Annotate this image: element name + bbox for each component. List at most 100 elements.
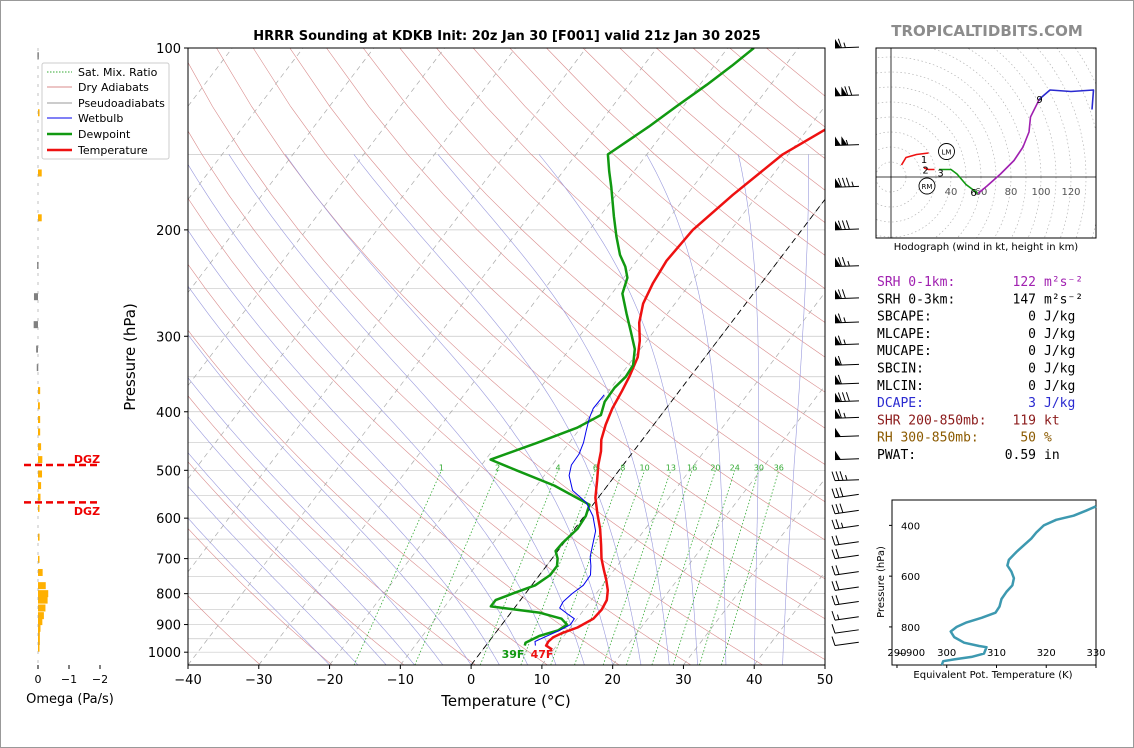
barb-flag: [841, 136, 848, 146]
dry-adiabat-line: [252, 48, 825, 580]
watermark: TROPICALTIDBITS.COM: [891, 22, 1083, 40]
mixing-ratio-line: [720, 470, 780, 665]
stat-value: 0.59: [1005, 448, 1036, 463]
barb-half: [843, 412, 846, 419]
skewt-panel: 1 2 4 6 8 10 13 16 20 24 30 36100200300400500600700…: [41, 42, 834, 710]
stat-label: SRH 0-3km:: [877, 292, 955, 307]
wetbulb-line: [534, 394, 605, 646]
storm-motion-marker: RM: [918, 177, 936, 195]
barb-flag: [835, 39, 841, 48]
hodograph-panel: 40 60 80 100 120 12 3 6 9 LM RM Hodograph (wind i…: [875, 47, 1097, 253]
barb-full: [831, 610, 836, 621]
wind-barb: [831, 519, 859, 530]
stat-unit: J/kg: [1044, 327, 1075, 342]
barb-half: [843, 42, 846, 48]
hodograph-tick-label: 60: [975, 187, 988, 198]
stat-label: SBCIN:: [877, 362, 924, 377]
barb-full: [841, 257, 846, 267]
dry-adiabat-line: [289, 48, 825, 541]
x-tick-label: −10: [387, 673, 414, 688]
isotherm-line: [470, 198, 825, 665]
y-tick-label: 1000: [148, 646, 181, 661]
barb-flag: [835, 375, 841, 385]
barb-full: [837, 38, 842, 48]
legend-box: [41, 62, 170, 160]
mixing-ratio-line: [574, 470, 645, 665]
omega-tick-label: 0: [35, 673, 42, 686]
stat-value: 0: [1028, 362, 1036, 377]
skewt-xlabel: Temperature (°C): [440, 692, 570, 710]
wind-barb: [834, 374, 860, 385]
barb-full: [831, 471, 836, 481]
hodograph-height-label: 6: [970, 188, 976, 199]
stat-unit: m²s⁻²: [1044, 275, 1083, 290]
wind-barb: [834, 408, 860, 419]
barb-full: [845, 220, 850, 230]
omega-bar: [38, 596, 48, 604]
barb-full: [831, 519, 836, 530]
sounding-stats: SRH 0-1km: 122 m²s⁻² SRH 0-3km: 147 m²s⁻² SBCA…: [877, 275, 1083, 463]
hodograph-segment: [939, 168, 979, 195]
mixing-ratio-label: 6: [593, 463, 598, 472]
barb-full: [837, 257, 842, 267]
barb-flag: [835, 257, 841, 267]
barb-flag: [835, 427, 841, 437]
mixing-ratio-line: [353, 470, 442, 665]
stat-value: 3: [1028, 396, 1036, 411]
barb-full: [837, 220, 842, 230]
hodograph-tick-label: 120: [1061, 187, 1080, 198]
barb-full: [831, 565, 836, 576]
dry-adiabat-line: [188, 130, 763, 665]
y-tick-label: 700: [156, 553, 181, 568]
barb-full: [837, 408, 842, 419]
isotherm-line: [188, 48, 658, 665]
mixing-ratio-line: [699, 470, 760, 665]
y-tick-label: 200: [156, 224, 181, 239]
stat-unit: J/kg: [1044, 396, 1075, 411]
mixing-ratio-label: 1: [439, 463, 444, 472]
stat-label: MUCAPE:: [877, 344, 932, 359]
pseudoadiabat-line: [188, 485, 359, 665]
wind-barb: [834, 136, 860, 146]
theta-e-y-tick-label: —900: [896, 648, 925, 659]
hodograph-area: [876, 48, 1096, 238]
pseudoadiabat-line: [437, 154, 670, 665]
hodograph-tick-label: 40: [945, 187, 958, 198]
barb-half: [845, 139, 849, 146]
wind-barb: [831, 595, 859, 606]
omega-bar: [38, 169, 42, 177]
barb-full: [835, 595, 840, 605]
wind-barb: [834, 450, 860, 461]
omega-bar: [38, 109, 40, 117]
omega-bar: [38, 618, 43, 626]
theta-e-x-tick-label: 310: [987, 648, 1006, 659]
hodograph-segment: [900, 152, 929, 166]
wind-barb: [834, 86, 860, 97]
stat-value: 0: [1028, 344, 1036, 359]
barb-full: [837, 355, 842, 366]
barb-flag: [835, 450, 841, 460]
pseudoadiabat-line: [188, 163, 557, 665]
omega-bar: [38, 604, 46, 612]
x-tick-label: 50: [817, 673, 834, 688]
omega-bars: [24, 48, 100, 665]
surface-temperature-label: 47F: [531, 648, 554, 661]
barb-flag: [835, 335, 841, 345]
isotherm-line: [612, 385, 825, 665]
temperature-line: [544, 128, 825, 651]
hodograph-height-label: 1: [921, 155, 927, 166]
legend-label-pseudoadiabats: Pseudoadiabats: [78, 97, 165, 110]
stat-label: RH 300-850mb:: [877, 431, 979, 446]
y-tick-label: 800: [156, 588, 181, 603]
omega-bar: [38, 416, 41, 424]
barb-flag: [835, 392, 841, 402]
mixing-ratio-line: [626, 470, 693, 665]
isotherm-line: [683, 478, 825, 665]
dry-adiabat-line: [509, 48, 825, 323]
isotherm-line: [188, 48, 587, 573]
barb-flag: [835, 136, 841, 146]
theta-e-y-tick-label: 800: [901, 623, 920, 634]
mixing-ratio-label: 2: [495, 463, 500, 472]
stat-unit: m²s⁻²: [1044, 292, 1083, 307]
wind-barb: [834, 392, 860, 403]
